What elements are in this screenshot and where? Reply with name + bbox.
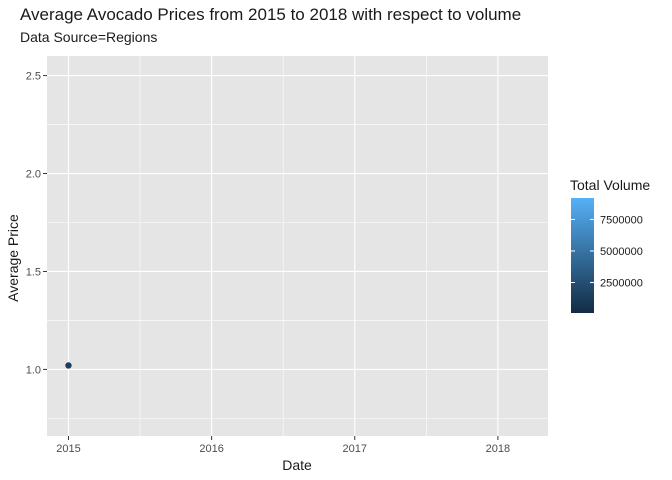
legend-label: 2500000 <box>600 277 643 289</box>
x-tick-label: 2016 <box>199 443 223 455</box>
legend-colorbar <box>571 198 594 313</box>
legend-title: Total Volume <box>570 177 650 193</box>
x-axis-ticks: 2015 2016 2017 2018 <box>56 436 510 455</box>
y-tick-label: 1.5 <box>26 266 41 278</box>
x-tick-label: 2017 <box>343 443 367 455</box>
grid-lines <box>47 56 548 436</box>
chart-title: Average Avocado Prices from 2015 to 2018… <box>20 5 522 24</box>
y-axis-ticks: 1.0 1.5 2.0 2.5 <box>26 71 47 376</box>
plot-panel <box>47 56 548 436</box>
legend-labels: 7500000 5000000 2500000 <box>571 214 643 289</box>
legend-label: 7500000 <box>600 214 643 226</box>
color-legend: Total Volume 7500000 5000000 2500000 <box>570 177 650 313</box>
data-points <box>65 362 72 369</box>
x-tick-label: 2018 <box>486 443 510 455</box>
x-axis-title: Date <box>282 457 312 473</box>
y-tick-label: 2.5 <box>26 71 41 83</box>
chart-subtitle: Data Source=Regions <box>20 29 158 45</box>
x-tick-label: 2015 <box>56 443 80 455</box>
data-point <box>65 362 72 369</box>
y-axis-title: Average Price <box>5 214 21 302</box>
y-tick-label: 1.0 <box>26 364 41 376</box>
y-tick-label: 2.0 <box>26 169 41 181</box>
legend-label: 5000000 <box>600 246 643 258</box>
